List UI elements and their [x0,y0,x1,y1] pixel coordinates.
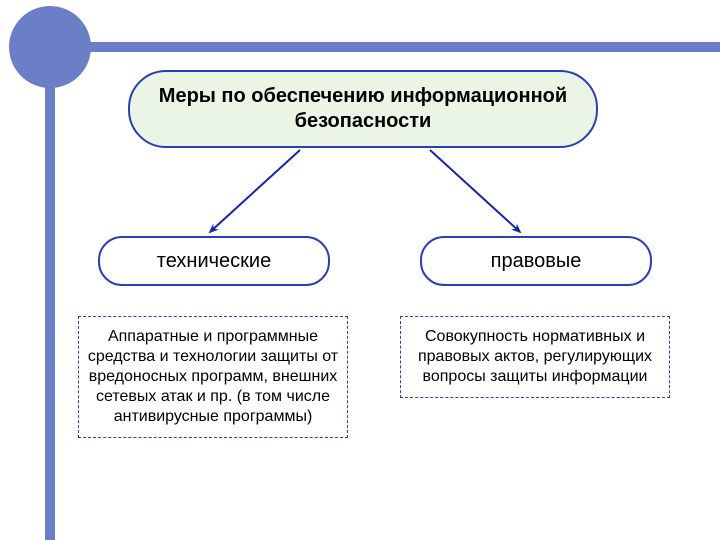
description-legal: Совокупность нормативных и правовых акто… [400,316,670,398]
frame-bar-top [55,42,720,52]
root-node: Меры по обеспечению информационной безоп… [128,70,598,148]
child-node-legal: правовые [420,236,652,286]
frame-bar-left [45,42,55,540]
child-node-technical-label: технические [157,250,271,273]
description-legal-text: Совокупность нормативных и правовых акто… [418,328,652,385]
description-technical: Аппаратные и программные средства и техн… [78,316,348,438]
description-technical-text: Аппаратные и программные средства и техн… [88,328,338,425]
child-node-technical: технические [98,236,330,286]
root-node-text: Меры по обеспечению информационной безоп… [148,84,578,134]
child-node-legal-label: правовые [491,250,582,273]
